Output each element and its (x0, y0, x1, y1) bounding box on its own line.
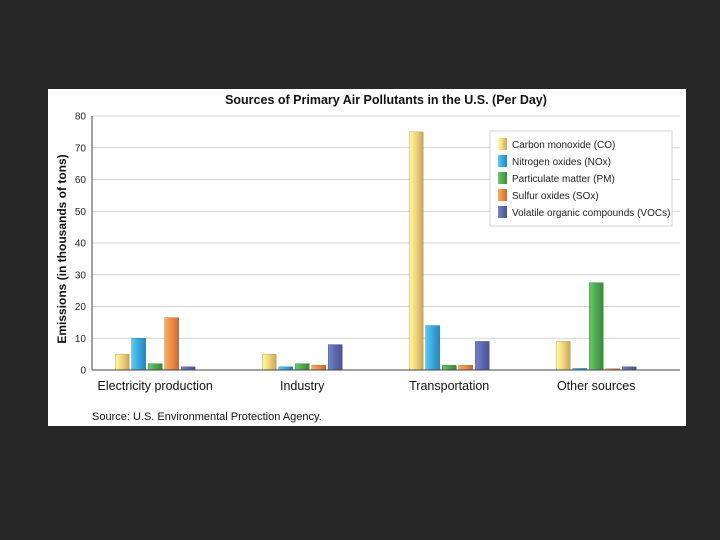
source-note: Source: U.S. Environmental Protection Ag… (92, 411, 322, 423)
y-tick-label: 40 (75, 239, 87, 250)
y-tick-label: 50 (75, 207, 87, 218)
bar (589, 282, 604, 371)
y-axis-ticks: 0 10 20 30 40 50 60 70 80 (75, 112, 87, 377)
legend-entry: Volatile organic compounds (VOCs) (512, 208, 670, 219)
y-tick-label: 30 (75, 270, 87, 281)
bar (164, 317, 179, 371)
y-tick-label: 10 (75, 334, 87, 345)
chart-slide: Sources of Primary Air Pollutants in the… (48, 89, 686, 426)
bar (442, 365, 457, 371)
bar (328, 344, 343, 371)
bar (131, 338, 146, 371)
bar (425, 325, 440, 371)
legend-entry: Sulfur oxides (SOx) (512, 191, 599, 202)
bar (295, 363, 310, 371)
y-tick-label: 20 (75, 302, 87, 313)
legend-swatch (498, 206, 507, 218)
legend-entry: Carbon monoxide (CO) (512, 140, 615, 151)
bar (475, 341, 490, 371)
legend-swatch (498, 172, 507, 184)
legend-swatch (498, 138, 507, 150)
bar (262, 353, 277, 371)
x-category-label: Electricity production (98, 379, 213, 393)
legend-entry: Nitrogen oxides (NOx) (512, 157, 611, 168)
legend-entry: Particulate matter (PM) (512, 174, 615, 185)
bar (148, 363, 163, 371)
gridlines (92, 115, 680, 371)
bar (556, 341, 571, 371)
y-tick-label: 70 (75, 143, 87, 154)
category-labels: Electricity production Industry Transporta… (98, 379, 636, 393)
bar (311, 365, 326, 371)
x-category-label: Other sources (557, 379, 636, 393)
chart-title: Sources of Primary Air Pollutants in the… (225, 93, 547, 107)
bar (115, 353, 130, 371)
x-category-label: Industry (280, 379, 325, 393)
chart: Sources of Primary Air Pollutants in the… (55, 93, 680, 423)
legend-swatch (498, 189, 507, 201)
bars (115, 131, 637, 371)
bar (409, 131, 424, 371)
legend-swatch (498, 155, 507, 167)
legend-box (489, 130, 673, 227)
y-tick-label: 80 (75, 112, 87, 123)
y-tick-label: 0 (80, 366, 86, 377)
x-category-label: Transportation (409, 379, 489, 393)
legend: Carbon monoxide (CO) Nitrogen oxides (NOx… (489, 130, 673, 227)
bar (458, 365, 473, 371)
y-axis-label: Emissions (in thousands of tons) (55, 154, 69, 343)
y-tick-label: 60 (75, 175, 87, 186)
